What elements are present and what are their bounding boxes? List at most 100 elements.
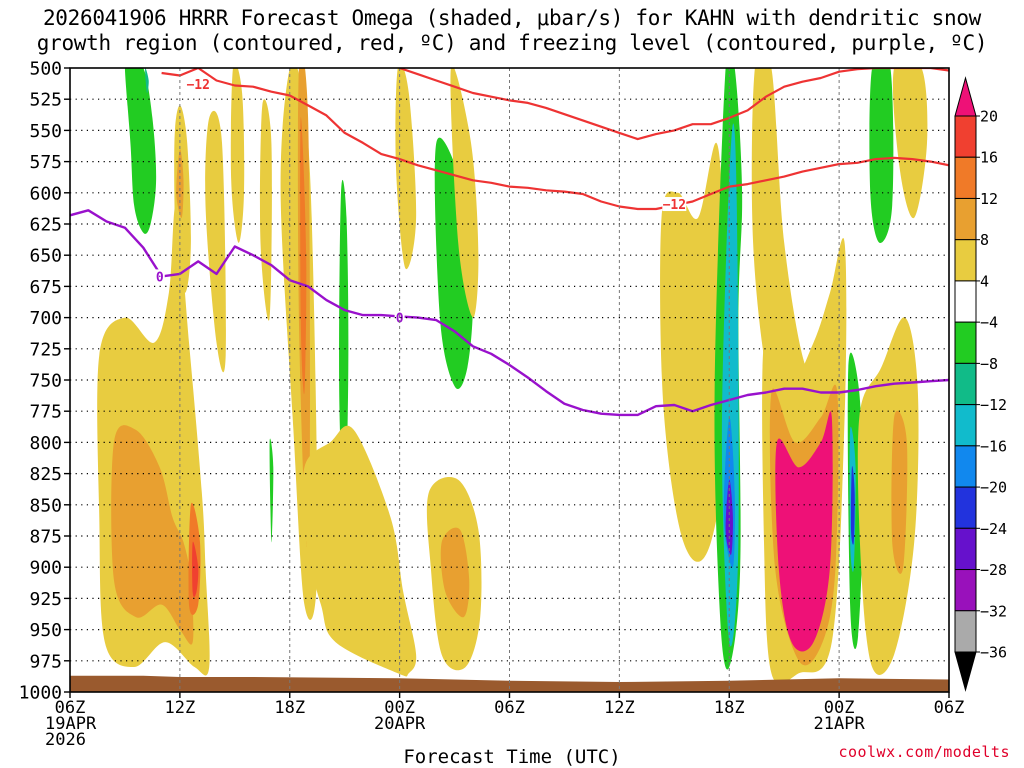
x-tick-label: 06Z (55, 698, 86, 718)
x-tick-label: 21APR (814, 714, 866, 734)
y-tick-label: 775 (29, 402, 62, 423)
x-tick-label: 06Z (494, 698, 525, 718)
omega-region (124, 68, 157, 234)
x-tick-label: 06Z (934, 698, 965, 718)
omega-region (192, 541, 199, 597)
contour-label-bg (154, 269, 165, 284)
colorbar-band (954, 610, 977, 653)
freezing-level-label: 0 (396, 312, 404, 327)
x-tick-label: 18Z (714, 698, 745, 718)
colorbar-band (954, 569, 977, 612)
dgz-contour-line (161, 68, 949, 211)
colorbar: 20 16 12 8 4 −4 −8 −12 −16 −20 −24 −28 −32 −36 (954, 76, 1007, 692)
omega-region (269, 438, 274, 543)
colorbar-label: 4 (980, 272, 989, 290)
y-tick-label: 650 (29, 246, 62, 267)
colorbar-band (954, 404, 977, 447)
colorbar-band (954, 445, 977, 488)
colorbar-label: −20 (980, 479, 1007, 497)
colorbar-arrow-top (954, 76, 977, 117)
colorbar-label: −32 (980, 602, 1007, 620)
omega-region (869, 68, 894, 243)
y-tick-label: 975 (29, 651, 62, 672)
y-tick-label: 900 (29, 558, 62, 579)
y-tick-label: 600 (29, 183, 62, 204)
site-credit[interactable]: coolwx.com/modelts (838, 743, 1010, 761)
omega-region (775, 411, 833, 652)
y-tick-label: 625 (29, 215, 62, 236)
colorbar-label: −4 (980, 314, 998, 332)
contour-label-bg (186, 77, 211, 92)
y-tick-label: 550 (29, 121, 62, 142)
omega-region (892, 68, 928, 218)
y-tick-label: 725 (29, 339, 62, 360)
colorbar-label: 16 (980, 149, 998, 167)
omega-region (230, 68, 245, 243)
y-tick-label: 500 (29, 59, 62, 80)
grid (70, 68, 949, 692)
omega-region (857, 317, 919, 675)
omega-region (440, 527, 470, 618)
y-tick-label: 800 (29, 433, 62, 454)
colorbar-label: −24 (980, 520, 1007, 538)
colorbar-band (954, 280, 977, 323)
y-tick-label: 750 (29, 371, 62, 392)
y-tick-label: 850 (29, 495, 62, 516)
y-tick-label: 950 (29, 620, 62, 641)
y-tick-label: 525 (29, 90, 62, 111)
omega-region (259, 99, 272, 321)
dgz-contour-label: −12 (663, 198, 686, 213)
colorbar-label: −16 (980, 437, 1007, 455)
omega-region (395, 68, 417, 270)
x-tick-label: 12Z (165, 698, 196, 718)
colorbar-label: 20 (980, 108, 998, 126)
colorbar-label: −8 (980, 355, 998, 373)
y-tick-label: 825 (29, 464, 62, 485)
y-tick-label: 875 (29, 527, 62, 548)
omega-region (145, 68, 149, 94)
y-tick-label: 700 (29, 308, 62, 329)
x-tick-label: 18Z (274, 698, 305, 718)
colorbar-band (954, 156, 977, 199)
y-axis: 500 525 550 575 600 625 650 675 700 725 750 775 800 8… (19, 59, 70, 704)
x-tick-label: 2026 (45, 730, 86, 750)
omega-region (300, 117, 307, 395)
y-tick-label: 575 (29, 152, 62, 173)
contour-label-bg (394, 310, 405, 325)
omega-region (111, 425, 194, 645)
colorbar-arrow-bottom (954, 651, 977, 692)
colorbar-band (954, 115, 977, 158)
x-axis-title: Forecast Time (UTC) (403, 746, 621, 768)
dgz-contour-label: −12 (186, 78, 209, 93)
colorbar-label: −36 (980, 644, 1007, 662)
colorbar-band (954, 362, 977, 406)
x-tick-label: 19APR (45, 714, 97, 734)
x-tick-label: 00Z (384, 698, 415, 718)
x-tick-label: 00Z (824, 698, 855, 718)
y-tick-label: 925 (29, 589, 62, 610)
plot-area: −12 −12 0 0 (70, 68, 949, 692)
y-tick-label: 675 (29, 277, 62, 298)
colorbar-band (954, 321, 977, 364)
omega-region (302, 425, 417, 677)
x-tick-label: 12Z (604, 698, 635, 718)
colorbar-band (954, 527, 977, 571)
contour-label-bg (662, 197, 687, 212)
colorbar-label: −28 (980, 561, 1007, 579)
colorbar-label: 8 (980, 231, 989, 249)
omega-region (850, 466, 855, 545)
colorbar-label: −12 (980, 396, 1007, 414)
omega-region (891, 410, 908, 574)
chart-title: 2026041906 HRRR Forecast Omega (shaded, … (36, 6, 988, 55)
x-tick-label: 20APR (374, 714, 426, 734)
colorbar-band (954, 197, 977, 241)
colorbar-band (954, 239, 977, 282)
dgz-contour-line (399, 68, 949, 141)
colorbar-label: 12 (980, 190, 998, 208)
freezing-level-label: 0 (156, 270, 164, 285)
colorbar-band (954, 486, 977, 529)
y-tick-label: 1000 (19, 683, 62, 704)
omega-region (205, 110, 226, 373)
